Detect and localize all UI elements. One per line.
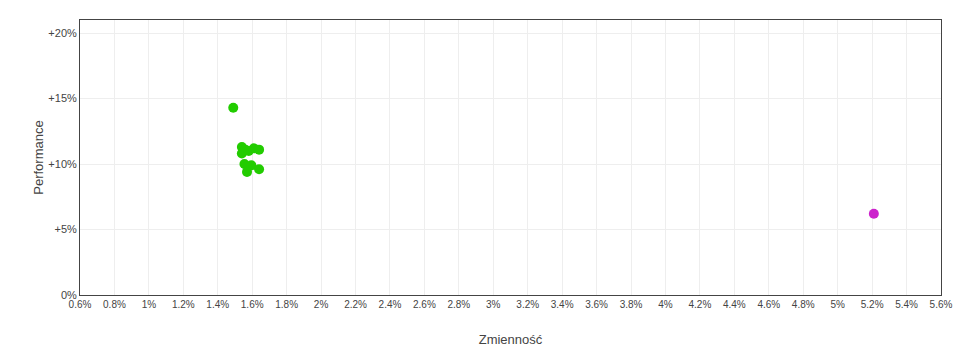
- svg-text:0.6%: 0.6%: [69, 299, 92, 310]
- svg-text:4.4%: 4.4%: [723, 299, 746, 310]
- svg-text:Performance: Performance: [31, 120, 46, 194]
- svg-text:2.6%: 2.6%: [413, 299, 436, 310]
- svg-text:1.8%: 1.8%: [275, 299, 298, 310]
- svg-text:2.8%: 2.8%: [447, 299, 470, 310]
- svg-text:1%: 1%: [142, 299, 157, 310]
- svg-text:+10%: +10%: [48, 158, 77, 170]
- svg-text:5.6%: 5.6%: [930, 299, 953, 310]
- svg-text:3.4%: 3.4%: [551, 299, 574, 310]
- svg-text:+5%: +5%: [54, 223, 77, 235]
- svg-text:0.8%: 0.8%: [103, 299, 126, 310]
- svg-text:1.6%: 1.6%: [241, 299, 264, 310]
- svg-text:2%: 2%: [314, 299, 329, 310]
- svg-text:3%: 3%: [486, 299, 501, 310]
- svg-text:1.2%: 1.2%: [172, 299, 195, 310]
- svg-text:+20%: +20%: [48, 27, 77, 39]
- svg-text:3.8%: 3.8%: [620, 299, 643, 310]
- svg-text:Zmienność: Zmienność: [479, 332, 543, 347]
- svg-text:3.6%: 3.6%: [585, 299, 608, 310]
- svg-text:0%: 0%: [61, 289, 77, 301]
- svg-text:4.6%: 4.6%: [757, 299, 780, 310]
- svg-text:4%: 4%: [658, 299, 673, 310]
- svg-text:5.4%: 5.4%: [895, 299, 918, 310]
- svg-text:2.2%: 2.2%: [344, 299, 367, 310]
- svg-text:4.8%: 4.8%: [792, 299, 815, 310]
- svg-text:2.4%: 2.4%: [379, 299, 402, 310]
- svg-text:1.4%: 1.4%: [206, 299, 229, 310]
- svg-text:5%: 5%: [830, 299, 845, 310]
- svg-text:+15%: +15%: [48, 92, 77, 104]
- svg-text:4.2%: 4.2%: [689, 299, 712, 310]
- svg-text:3.2%: 3.2%: [516, 299, 539, 310]
- svg-text:5.2%: 5.2%: [861, 299, 884, 310]
